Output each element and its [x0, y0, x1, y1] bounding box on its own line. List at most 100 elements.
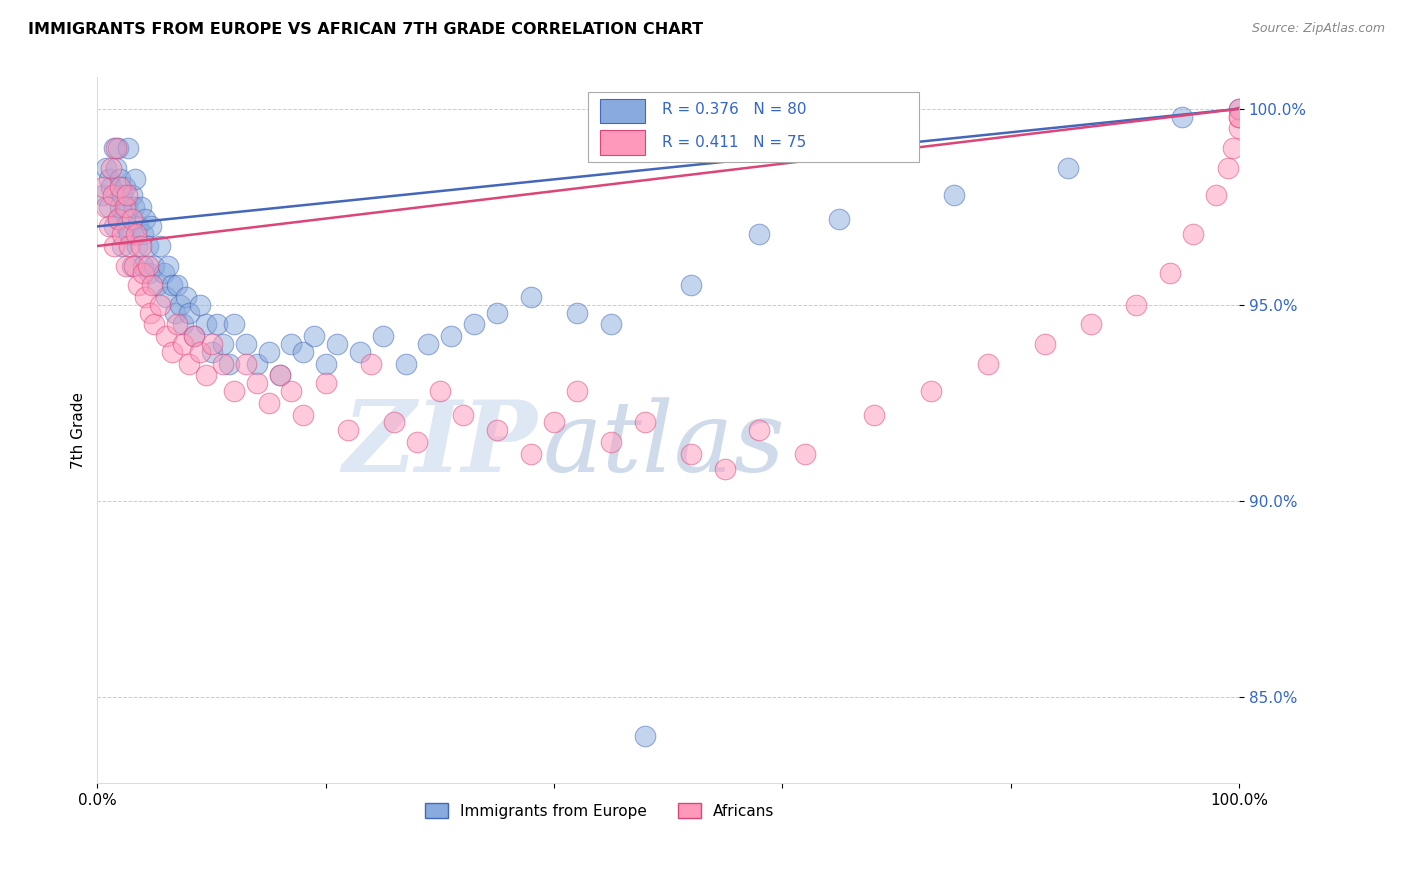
- Point: [280, 384, 302, 398]
- Point: [1227, 102, 1250, 116]
- Point: [160, 344, 183, 359]
- Point: [942, 188, 965, 202]
- Point: [218, 357, 240, 371]
- Point: [124, 172, 146, 186]
- Point: [166, 318, 188, 332]
- Point: [485, 423, 508, 437]
- Point: [183, 329, 205, 343]
- Point: [382, 416, 405, 430]
- Y-axis label: 7th Grade: 7th Grade: [72, 392, 86, 468]
- Point: [748, 227, 770, 242]
- Point: [406, 435, 429, 450]
- Point: [188, 344, 211, 359]
- Point: [97, 219, 120, 234]
- Point: [121, 259, 143, 273]
- Point: [1227, 110, 1250, 124]
- Point: [748, 423, 770, 437]
- Point: [235, 337, 257, 351]
- Point: [1056, 161, 1078, 175]
- Point: [177, 357, 200, 371]
- Point: [134, 290, 156, 304]
- Point: [125, 227, 148, 242]
- Point: [139, 305, 162, 319]
- Point: [111, 239, 134, 253]
- Point: [920, 384, 942, 398]
- Point: [194, 318, 217, 332]
- Point: [91, 180, 114, 194]
- Point: [349, 344, 371, 359]
- Point: [304, 329, 326, 343]
- Point: [235, 357, 257, 371]
- Point: [291, 408, 314, 422]
- Point: [1171, 110, 1194, 124]
- Point: [129, 239, 152, 253]
- Point: [107, 211, 129, 226]
- Point: [108, 180, 131, 194]
- Point: [205, 318, 228, 332]
- Point: [143, 259, 166, 273]
- Point: [103, 239, 125, 253]
- Point: [149, 239, 172, 253]
- Point: [111, 227, 134, 242]
- Point: [463, 318, 485, 332]
- Point: [121, 188, 143, 202]
- Point: [634, 416, 657, 430]
- Text: IMMIGRANTS FROM EUROPE VS AFRICAN 7TH GRADE CORRELATION CHART: IMMIGRANTS FROM EUROPE VS AFRICAN 7TH GR…: [28, 22, 703, 37]
- Point: [291, 344, 314, 359]
- Point: [97, 172, 120, 186]
- Point: [1227, 110, 1250, 124]
- Point: [103, 188, 125, 202]
- Point: [326, 337, 349, 351]
- Point: [315, 376, 337, 391]
- Point: [360, 357, 382, 371]
- Point: [280, 337, 302, 351]
- Point: [862, 408, 884, 422]
- Point: [600, 435, 623, 450]
- Point: [166, 278, 188, 293]
- Point: [451, 408, 474, 422]
- Point: [122, 200, 145, 214]
- Point: [565, 305, 588, 319]
- Point: [155, 290, 177, 304]
- Point: [565, 384, 588, 398]
- Point: [188, 298, 211, 312]
- Point: [1182, 227, 1205, 242]
- Point: [315, 357, 337, 371]
- Point: [200, 337, 222, 351]
- Point: [394, 357, 416, 371]
- Point: [429, 384, 451, 398]
- Point: [155, 329, 177, 343]
- Point: [136, 259, 159, 273]
- Point: [103, 219, 125, 234]
- Point: [1227, 102, 1250, 116]
- Point: [115, 200, 138, 214]
- Point: [127, 278, 149, 293]
- Point: [828, 211, 851, 226]
- Point: [257, 396, 280, 410]
- Point: [97, 200, 120, 214]
- Point: [96, 200, 118, 214]
- Text: R = 0.411   N = 75: R = 0.411 N = 75: [662, 135, 807, 150]
- FancyBboxPatch shape: [588, 92, 920, 162]
- Point: [127, 219, 149, 234]
- Point: [269, 368, 291, 383]
- Point: [169, 298, 191, 312]
- Point: [1080, 318, 1102, 332]
- Point: [114, 180, 136, 194]
- Point: [157, 259, 180, 273]
- Point: [122, 259, 145, 273]
- Text: R = 0.376   N = 80: R = 0.376 N = 80: [662, 102, 807, 117]
- Point: [200, 344, 222, 359]
- Point: [143, 318, 166, 332]
- Point: [145, 278, 167, 293]
- Point: [138, 267, 160, 281]
- Legend: Immigrants from Europe, Africans: Immigrants from Europe, Africans: [419, 797, 780, 825]
- Point: [224, 318, 246, 332]
- Point: [1033, 337, 1056, 351]
- Point: [183, 329, 205, 343]
- Point: [172, 337, 194, 351]
- Point: [108, 172, 131, 186]
- Point: [1216, 161, 1239, 175]
- Point: [679, 447, 702, 461]
- Point: [134, 211, 156, 226]
